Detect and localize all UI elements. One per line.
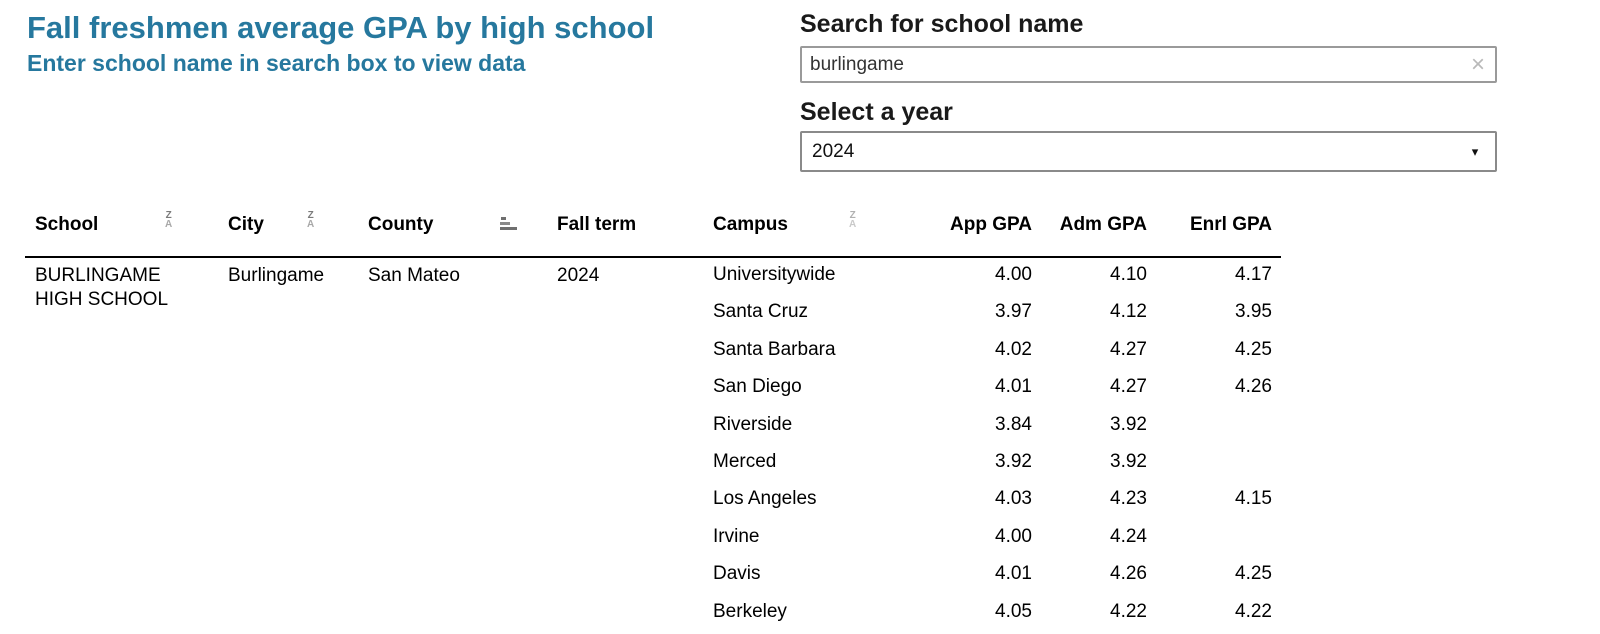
adm-gpa-cell: 3.92 (1110, 450, 1147, 472)
column-header-city: City (228, 214, 264, 235)
app-gpa-cell: 4.02 (995, 338, 1032, 360)
adm-gpa-cell: 4.12 (1110, 301, 1147, 323)
table-row: Santa Barbara 4.02 4.27 4.25 (713, 335, 1272, 372)
column-header-fall-term: Fall term (557, 214, 637, 235)
campus-cell: Universitywide (713, 264, 836, 285)
campus-cell: Riverside (713, 413, 793, 435)
campus-cell: Santa Barbara (713, 338, 836, 360)
app-gpa-cell: 3.92 (995, 450, 1032, 472)
adm-gpa-cell: 4.24 (1110, 525, 1147, 547)
table-row: Riverside 3.84 3.92 (713, 410, 1272, 447)
search-label: Search for school name (800, 10, 1084, 38)
table-row: Irvine 4.00 4.24 (713, 522, 1272, 559)
page-title: Fall freshmen average GPA by high school (27, 10, 655, 45)
sort-icon-city[interactable]: Z A (307, 210, 315, 230)
header-divider (25, 256, 1281, 258)
year-label: Select a year (800, 98, 953, 126)
city-cell: Burlingame (228, 265, 325, 286)
year-selected-value: 2024 (812, 140, 855, 162)
app-gpa-cell: 4.01 (995, 376, 1032, 398)
sort-icon-campus[interactable]: Z A (849, 210, 857, 230)
campus-cell: Los Angeles (713, 488, 817, 510)
table-row: San Diego 4.01 4.27 4.26 (713, 372, 1272, 409)
campus-cell: Santa Cruz (713, 301, 809, 323)
column-header-enrl-gpa: Enrl GPA (1190, 214, 1272, 235)
app-gpa-cell: 4.03 (995, 488, 1032, 510)
table-row: Merced 3.92 3.92 (713, 447, 1272, 484)
table-row: Santa Cruz 3.97 4.12 3.95 (713, 297, 1272, 334)
adm-gpa-cell: 4.10 (1110, 264, 1147, 285)
chevron-down-icon: ▾ (1471, 143, 1479, 159)
campus-cell: Davis (713, 563, 761, 585)
enrl-gpa-cell: 4.25 (1235, 563, 1272, 585)
column-header-campus: Campus (713, 214, 788, 235)
adm-gpa-cell: 4.27 (1110, 376, 1147, 398)
campus-cell: Berkeley (713, 600, 787, 622)
table-row: Davis 4.01 4.26 4.25 (713, 559, 1272, 596)
enrl-gpa-cell: 4.22 (1235, 600, 1272, 622)
campus-cell: Merced (713, 450, 777, 472)
adm-gpa-cell: 4.27 (1110, 338, 1147, 360)
county-cell: San Mateo (368, 265, 460, 286)
enrl-gpa-cell: 3.95 (1235, 301, 1272, 323)
app-gpa-cell: 4.00 (995, 525, 1032, 547)
enrl-gpa-cell: 4.26 (1235, 376, 1272, 398)
adm-gpa-cell: 4.26 (1110, 563, 1147, 585)
column-header-app-gpa: App GPA (950, 214, 1032, 235)
app-gpa-cell: 4.00 (995, 264, 1032, 285)
sort-icon-school[interactable]: Z A (165, 210, 173, 230)
sort-bars-icon-county[interactable] (500, 217, 518, 231)
table-row: Los Angeles 4.03 4.23 4.15 (713, 484, 1272, 521)
enrl-gpa-cell: 4.15 (1235, 488, 1272, 510)
year-select[interactable]: 2024 ▾ (800, 131, 1497, 172)
app-gpa-cell: 4.01 (995, 563, 1032, 585)
page-subtitle: Enter school name in search box to view … (27, 50, 526, 76)
fall-term-cell: 2024 (557, 265, 600, 286)
app-gpa-cell: 4.05 (995, 600, 1032, 622)
table-row: Berkeley 4.05 4.22 4.22 (713, 597, 1272, 634)
school-search-box: × (800, 46, 1497, 83)
table-row: Universitywide 4.00 4.10 4.17 (713, 260, 1272, 297)
campus-cell: San Diego (713, 376, 802, 398)
search-input[interactable] (802, 48, 1461, 81)
adm-gpa-cell: 3.92 (1110, 413, 1147, 435)
adm-gpa-cell: 4.23 (1110, 488, 1147, 510)
adm-gpa-cell: 4.22 (1110, 600, 1147, 622)
enrl-gpa-cell: 4.25 (1235, 338, 1272, 360)
column-header-school: School (35, 214, 99, 235)
column-header-county: County (368, 214, 434, 235)
school-cell: BURLINGAME HIGH SCHOOL (35, 265, 169, 310)
app-gpa-cell: 3.84 (995, 413, 1032, 435)
campus-cell: Irvine (713, 525, 760, 547)
app-gpa-cell: 3.97 (995, 301, 1032, 323)
campus-rows: Universitywide 4.00 4.10 4.17 Santa Cruz… (713, 260, 1272, 634)
enrl-gpa-cell: 4.17 (1235, 264, 1272, 285)
column-header-adm-gpa: Adm GPA (1059, 214, 1147, 235)
clear-search-icon[interactable]: × (1470, 51, 1485, 78)
